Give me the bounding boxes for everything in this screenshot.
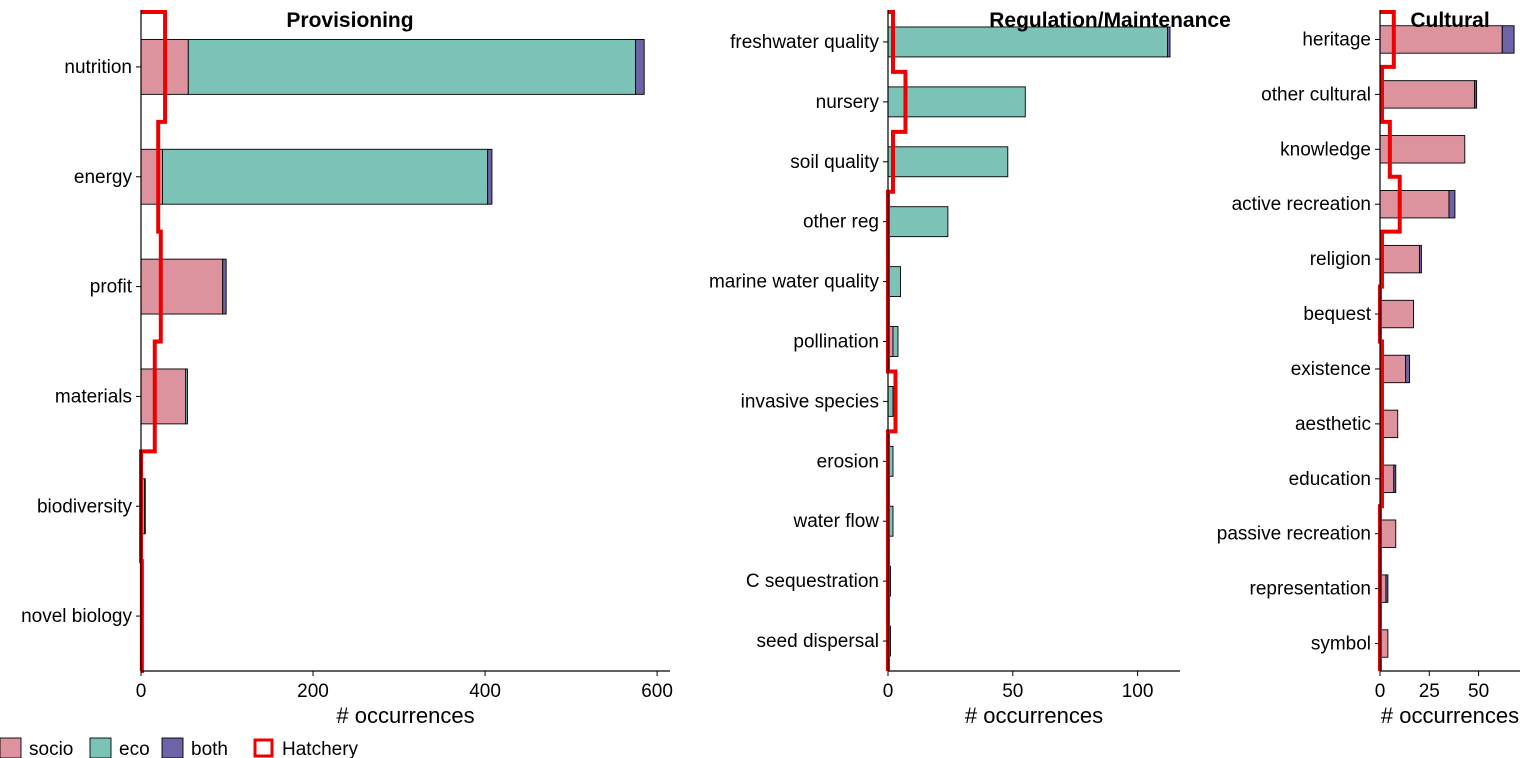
legend-label: Hatchery xyxy=(282,739,359,758)
legend: socio eco both Hatchery xyxy=(0,737,359,758)
bar-active-recreation-socio xyxy=(1379,190,1450,219)
x-tick-label: 200 xyxy=(297,681,329,702)
bar-passive-recreation-socio xyxy=(1379,519,1397,548)
x-tick-label: 100 xyxy=(1122,681,1154,702)
bar-pollination-eco xyxy=(892,326,899,357)
category-label-passive-recreation: passive recreation xyxy=(1217,524,1371,545)
bar-representation-both xyxy=(1385,574,1389,603)
category-label-seed-dispersal: seed dispersal xyxy=(756,631,879,652)
legend-item-hatchery: Hatchery xyxy=(253,738,359,758)
category-label-religion: religion xyxy=(1310,249,1371,270)
bar-other-cultural-both xyxy=(1474,80,1478,109)
hatchery-outline-provisioning xyxy=(139,10,168,673)
chart-panels: nutrition energy profit materials biodiversi… xyxy=(21,9,1520,728)
bar-freshwater-quality-eco xyxy=(887,26,1168,58)
legend-label: socio xyxy=(29,739,73,758)
legend-item-both: both xyxy=(161,737,228,758)
legend-swatch xyxy=(0,737,22,758)
bar-bequest-socio xyxy=(1379,299,1414,329)
bar-profit-both xyxy=(222,258,227,315)
x-tick-label: 0 xyxy=(883,681,894,702)
category-label-representation: representation xyxy=(1250,579,1371,600)
category-label-nutrition: nutrition xyxy=(64,57,132,78)
category-label-education: education xyxy=(1289,469,1371,490)
category-label-materials: materials xyxy=(55,386,132,407)
bar-other-cultural-socio xyxy=(1379,80,1476,109)
bar-nutrition-both xyxy=(635,39,645,95)
bars xyxy=(1379,25,1515,658)
legend-swatch xyxy=(253,738,274,758)
bar-nutrition-eco xyxy=(187,39,637,95)
category-label-active-recreation: active recreation xyxy=(1232,194,1371,215)
category-label-c-sequestration: C sequestration xyxy=(746,571,879,592)
x-tick-label: 400 xyxy=(469,681,501,702)
hatchery-outline-cultural xyxy=(1378,10,1402,671)
category-label-marine-water-quality: marine water quality xyxy=(709,272,880,293)
bar-invasive-species-eco xyxy=(887,385,894,417)
x-tick-label: 0 xyxy=(1375,681,1386,702)
bar-materials-eco xyxy=(185,368,188,425)
category-label-aesthetic: aesthetic xyxy=(1295,414,1371,435)
x-axis-title: # occurrences xyxy=(1381,703,1519,728)
x-tick-label: 50 xyxy=(1468,681,1489,702)
panel-title: Provisioning xyxy=(286,9,413,32)
category-label-other-cultural: other cultural xyxy=(1261,84,1371,105)
category-label-water-flow: water flow xyxy=(792,511,879,532)
category-label-existence: existence xyxy=(1291,359,1371,380)
bar-energy-eco xyxy=(162,148,489,205)
x-tick-label: 600 xyxy=(641,681,673,702)
category-label-invasive-species: invasive species xyxy=(741,391,879,412)
legend-swatch xyxy=(161,737,184,758)
legend-label: both xyxy=(191,739,228,758)
legend-swatch xyxy=(89,737,112,758)
panel-title: Cultural xyxy=(1410,9,1489,32)
category-label-symbol: symbol xyxy=(1311,634,1371,655)
panel-provisioning: nutrition energy profit materials biodiversi… xyxy=(21,9,673,728)
category-label-erosion: erosion xyxy=(817,451,879,472)
category-label-pollination: pollination xyxy=(793,332,879,353)
category-label-biodiversity: biodiversity xyxy=(37,496,133,517)
bar-religion-socio xyxy=(1379,244,1420,274)
bar-religion-both xyxy=(1418,244,1422,274)
bar-biodiversity-both xyxy=(143,478,146,535)
category-label-bequest: bequest xyxy=(1303,304,1371,325)
bar-active-recreation-both xyxy=(1448,190,1456,219)
bar-soil-quality-eco xyxy=(887,146,1009,178)
category-label-soil-quality: soil quality xyxy=(790,152,879,173)
bars xyxy=(140,39,645,535)
bar-existence-both xyxy=(1405,354,1411,384)
category-label-knowledge: knowledge xyxy=(1280,139,1371,160)
panel-regulation-maintenance: freshwater quality nursery soil quality oth… xyxy=(709,9,1231,728)
bar-knowledge-socio xyxy=(1379,135,1466,164)
bar-heritage-both xyxy=(1501,25,1515,54)
x-tick-label: 50 xyxy=(1002,681,1023,702)
x-axis-title: # occurrences xyxy=(336,703,474,728)
bar-other-reg-eco xyxy=(887,206,949,238)
bar-profit-socio xyxy=(140,258,224,315)
bar-nursery-eco xyxy=(887,86,1026,118)
category-label-energy: energy xyxy=(74,167,133,188)
bar-education-both xyxy=(1393,464,1397,493)
panel-title: Regulation/Maintenance xyxy=(989,9,1231,32)
category-label-freshwater-quality: freshwater quality xyxy=(730,32,879,53)
category-label-heritage: heritage xyxy=(1302,29,1371,50)
x-axis-title: # occurrences xyxy=(965,703,1103,728)
legend-item-eco: eco xyxy=(89,737,150,758)
bars xyxy=(887,26,1171,657)
legend-item-socio: socio xyxy=(0,737,73,758)
x-tick-label: 0 xyxy=(136,681,147,702)
bar-energy-both xyxy=(487,148,493,205)
x-tick-label: 25 xyxy=(1419,681,1440,702)
bar-freshwater-quality-both xyxy=(1167,26,1171,58)
category-label-nursery: nursery xyxy=(816,92,880,113)
bar-materials-socio xyxy=(140,368,187,425)
category-label-profit: profit xyxy=(90,277,133,298)
category-label-other-reg: other reg xyxy=(803,212,879,233)
panel-cultural: heritage other cultural knowledge active re… xyxy=(1217,9,1520,728)
category-label-novel-biology: novel biology xyxy=(21,606,132,627)
legend-label: eco xyxy=(119,739,150,758)
